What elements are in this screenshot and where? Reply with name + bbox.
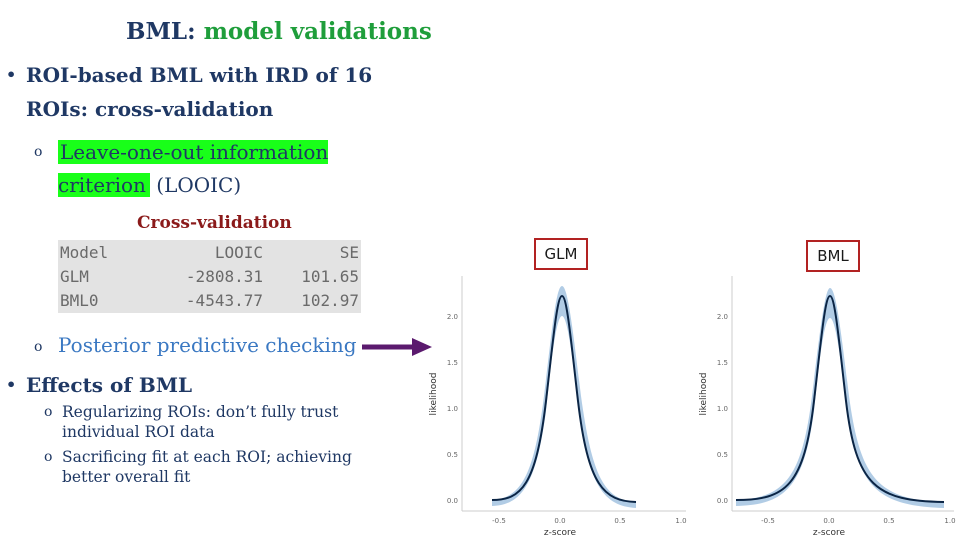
sub-bullet-marker: o <box>44 404 53 420</box>
x-axis-label: z-score <box>544 528 577 538</box>
table-caption: Cross-validation <box>137 213 292 233</box>
sub-bullet-posterior: o Posterior predictive checking <box>34 330 394 360</box>
posterior-text: Posterior predictive checking <box>58 333 357 357</box>
title-accent: model validations <box>203 18 432 45</box>
bml-ppc-plot: likelihood 0.0 0.5 1.0 1.5 2.0 -0.5 0.0 … <box>699 276 956 538</box>
x-tick: 0.5 <box>883 517 894 525</box>
x-tick: 0.5 <box>614 517 625 525</box>
cell-se: 102.97 <box>301 290 359 310</box>
looic-table: Model LOOIC SE GLM -2808.31 101.65 BML0 … <box>58 240 361 313</box>
y-tick: 0.0 <box>447 497 458 505</box>
table-row: GLM -2808.31 101.65 <box>58 264 361 288</box>
table-header-row: Model LOOIC SE <box>58 240 361 264</box>
x-tick: 0.0 <box>554 517 565 525</box>
y-tick: 1.0 <box>717 405 728 413</box>
sub-bullet-marker: o <box>44 449 53 465</box>
looic-abbrev: (LOOIC) <box>149 173 242 197</box>
replicate-band <box>736 288 944 508</box>
observed-curve <box>491 294 637 503</box>
regularizing-text: Regularizing ROIs: don’t fully trust ind… <box>62 403 339 441</box>
replicate-band <box>492 286 636 508</box>
title-main: BML: <box>126 18 196 45</box>
bullet-text: ROI-based BML with IRD of 16 ROIs: cross… <box>26 63 373 121</box>
sub-bullet-marker: o <box>34 339 43 355</box>
y-tick: 2.0 <box>717 313 728 321</box>
x-tick: -0.5 <box>492 517 506 525</box>
cell-model: GLM <box>60 266 89 286</box>
bml-label-box: BML <box>806 240 860 272</box>
y-tick: 1.0 <box>447 405 458 413</box>
table-row: BML0 -4543.77 102.97 <box>58 288 361 312</box>
bullet-text: Effects of BML <box>26 373 193 397</box>
bullet-cross-validation: • ROI-based BML with IRD of 16 ROIs: cro… <box>6 58 426 126</box>
y-tick: 1.5 <box>717 359 728 367</box>
sub-bullet-looic: o Leave-one-out information criterion (L… <box>34 136 364 202</box>
header-looic: LOOIC <box>214 242 263 262</box>
x-tick: 1.0 <box>944 517 955 525</box>
glm-label-box: GLM <box>534 238 588 270</box>
cell-se: 101.65 <box>301 266 359 286</box>
x-axis-label: z-score <box>813 528 846 538</box>
arrow-icon <box>362 338 432 356</box>
y-tick: 2.0 <box>447 313 458 321</box>
y-tick: 0.5 <box>717 451 728 459</box>
y-axis-label: likelihood <box>699 373 709 416</box>
slide-title: BML: model validations <box>126 18 432 45</box>
bullet-dot: • <box>6 375 17 394</box>
bullet-dot: • <box>6 65 17 84</box>
y-tick: 0.5 <box>447 451 458 459</box>
y-axis-label: likelihood <box>429 373 439 416</box>
cell-looic: -4543.77 <box>185 290 263 310</box>
header-model: Model <box>60 242 109 262</box>
glm-ppc-plot: likelihood 0.0 0.5 1.0 1.5 2.0 -0.5 0.0 … <box>429 276 687 538</box>
sub-bullet-marker: o <box>34 144 43 160</box>
header-se: SE <box>339 242 359 262</box>
y-tick: 1.5 <box>447 359 458 367</box>
x-tick: 0.0 <box>823 517 834 525</box>
sacrificing-text: Sacrificing fit at each ROI; achieving b… <box>62 448 352 486</box>
cell-model: BML0 <box>60 290 99 310</box>
sub-bullet-regularizing: o Regularizing ROIs: don’t fully trust i… <box>44 402 374 442</box>
cell-looic: -2808.31 <box>185 266 263 286</box>
y-tick: 0.0 <box>717 497 728 505</box>
x-tick: 1.0 <box>675 517 686 525</box>
looic-text: Leave-one-out information criterion (LOO… <box>58 136 364 202</box>
sub-bullet-sacrificing: o Sacrificing fit at each ROI; achieving… <box>44 447 374 487</box>
bullet-effects: • Effects of BML <box>6 368 306 402</box>
observed-curve <box>735 294 945 503</box>
x-tick: -0.5 <box>761 517 775 525</box>
